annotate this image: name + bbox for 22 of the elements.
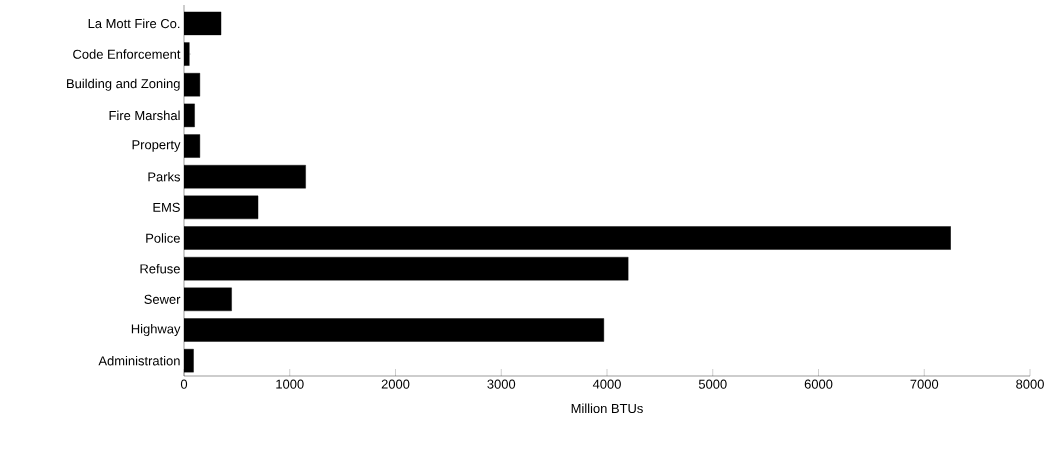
- x-tick-label: 4000: [592, 379, 621, 389]
- x-tick-label: 5000: [698, 379, 727, 389]
- y-tick-label: Police: [146, 233, 180, 243]
- x-tick-label: 1000: [276, 379, 304, 389]
- x-tick-label: 8000: [1016, 379, 1044, 389]
- y-tick-label: Fire Marshal: [109, 110, 180, 121]
- x-axis-title: Million BTUs: [571, 403, 643, 414]
- y-tick-label: La Mott Fire Co.: [88, 18, 180, 29]
- y-tick-label: Highway: [131, 323, 181, 337]
- y-tick-label: Building and Zoning: [67, 78, 180, 91]
- x-tick-label: 2000: [381, 379, 410, 389]
- y-tick-label: EMS: [153, 202, 180, 212]
- x-tick-label: 3000: [487, 379, 516, 389]
- y-tick-label: Parks: [148, 171, 181, 182]
- x-tick-label: 7000: [910, 379, 939, 389]
- y-tick-label: Property: [132, 140, 181, 152]
- y-tick-label: Refuse: [140, 263, 180, 274]
- y-tick-label: Code Enforcement: [73, 49, 181, 59]
- x-tick-label: 0: [180, 379, 188, 389]
- x-tick-label: 6000: [804, 379, 833, 389]
- y-tick-label: Sewer: [144, 294, 181, 304]
- y-tick-label: Administration: [98, 355, 180, 366]
